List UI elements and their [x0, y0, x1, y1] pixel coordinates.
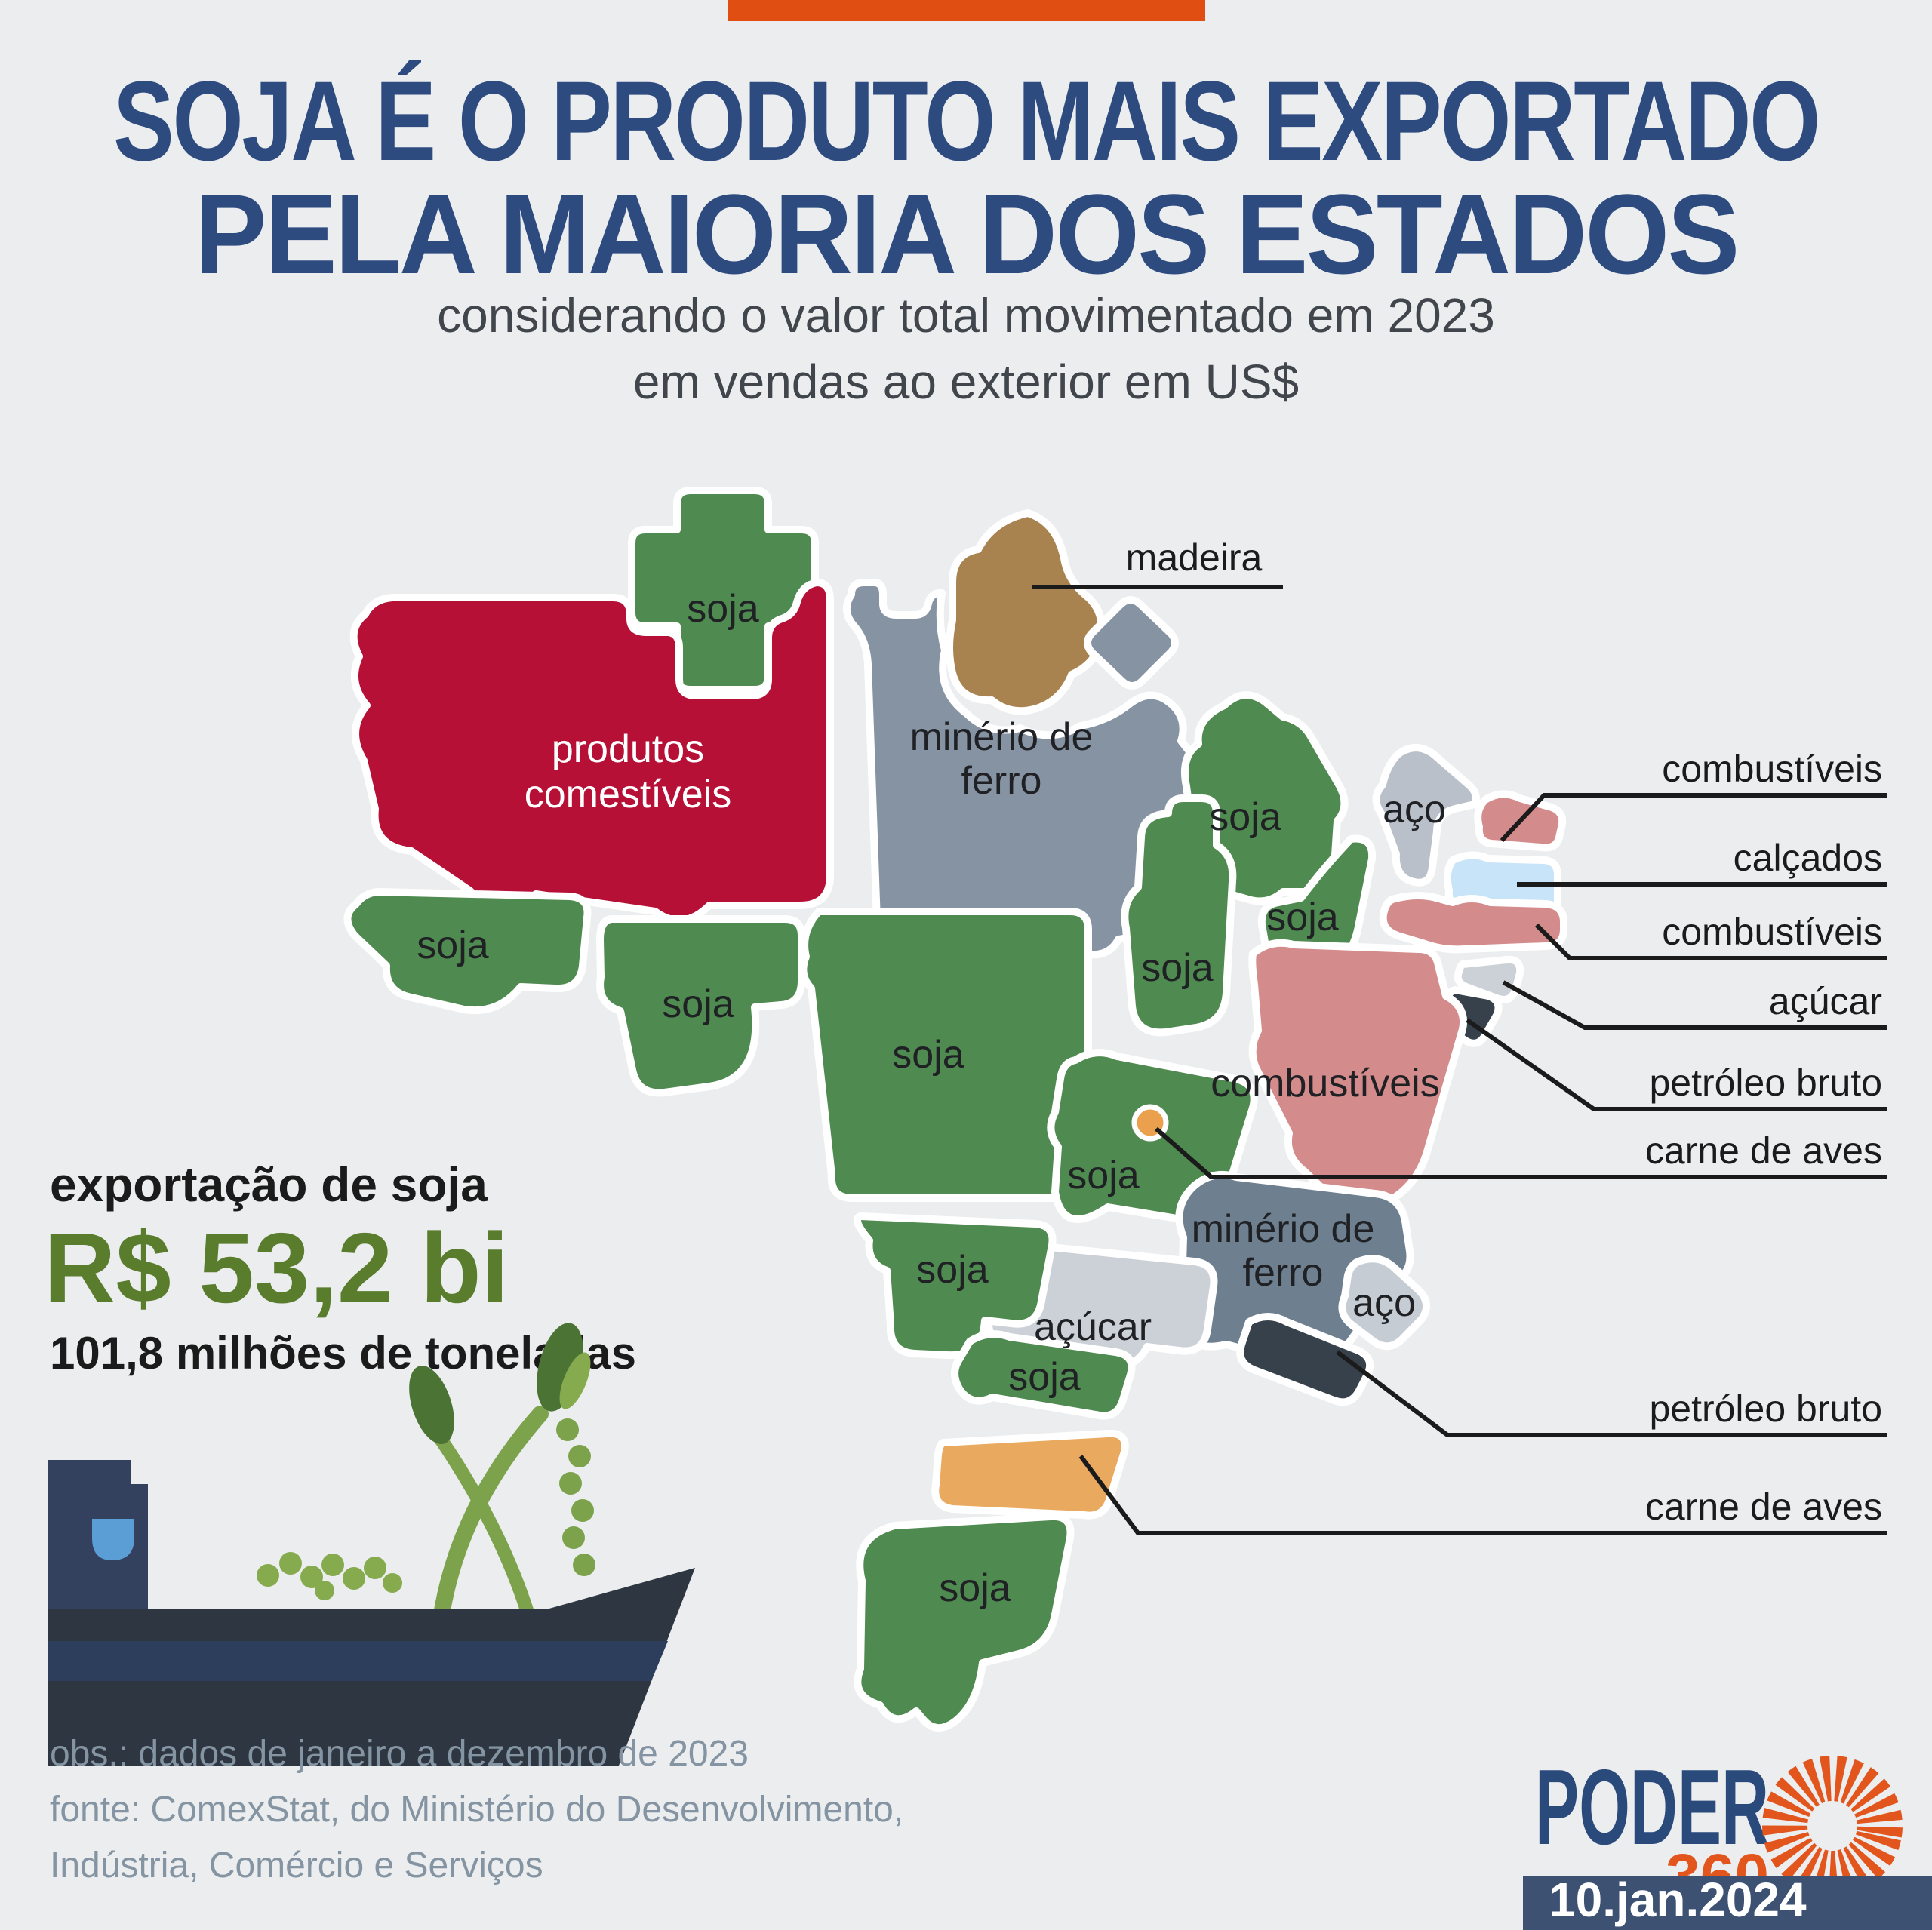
- logo-sunburst-icon: [1762, 1756, 1903, 1896]
- state-para: [843, 579, 1213, 959]
- callout-madeira: madeira: [1126, 536, 1263, 579]
- plant-leaf-right-highlight: [559, 1352, 591, 1409]
- footer-fonte-line1: fonte: ComexStat, do Ministério do Desen…: [50, 1790, 903, 1830]
- state-tocantins: [1121, 794, 1237, 1037]
- state-rio-grande-do-sul: [854, 1512, 1075, 1732]
- page-subtitle-line1: considerando o valor total movimentado e…: [437, 288, 1495, 343]
- label-produtos: produtos: [552, 727, 704, 771]
- page-title-line2: PELA MAIORIA DOS ESTADOS: [195, 171, 1738, 297]
- top-accent-bar: [728, 0, 1205, 21]
- pod: [315, 1581, 334, 1600]
- callout-calcados: calçados: [1734, 837, 1882, 879]
- plant-pod-chain: [556, 1418, 595, 1576]
- callout-carne-df: carne de aves: [1645, 1129, 1882, 1172]
- pod: [300, 1566, 323, 1588]
- state-ceara: [1372, 744, 1480, 887]
- callout-petroleo-se: petróleo bruto: [1649, 1062, 1882, 1104]
- label-soja-mato-grosso-do-sul: soja: [916, 1248, 988, 1292]
- label-soja-parana: soja: [1008, 1355, 1080, 1399]
- leader-carne-df: [1155, 1126, 1887, 1179]
- plant-leaf-left: [409, 1366, 454, 1444]
- label-soja-maranhao: soja: [1209, 795, 1281, 839]
- logo-poder-text: PODER: [1535, 1747, 1769, 1867]
- callout-acucar-al: açúcar: [1769, 980, 1882, 1022]
- callout-labels: madeira combustíveis calçados combustíve…: [1126, 536, 1882, 1528]
- state-parana: [951, 1330, 1136, 1420]
- callout-carne-sc: carne de aves: [1645, 1486, 1882, 1528]
- leader-combustiveis-rn: [1500, 793, 1887, 843]
- date-bar-background: [1523, 1876, 1932, 1930]
- footer: obs.: dados de janeiro a dezembro de 202…: [50, 1734, 903, 1885]
- pod: [568, 1445, 591, 1467]
- state-mato-grosso-do-sul: [854, 1212, 1057, 1360]
- label-minerio-minas-2: ferro: [1243, 1251, 1324, 1295]
- label-soja-acre: soja: [417, 924, 488, 967]
- label-minerio-para-2: ferro: [961, 759, 1042, 803]
- pod: [559, 1472, 582, 1495]
- ship-illustration: [48, 1323, 695, 1766]
- pod: [571, 1499, 594, 1522]
- publication-date: 10.jan.2024: [1549, 1873, 1807, 1927]
- label-comestiveis: comestíveis: [525, 773, 732, 816]
- pod: [257, 1564, 279, 1587]
- label-aco-ceara: aço: [1383, 788, 1446, 831]
- ship-hull-stripe: [48, 1641, 668, 1681]
- state-acre: [343, 888, 592, 1015]
- pod: [383, 1573, 402, 1593]
- pod: [279, 1552, 302, 1575]
- stat-value: R$ 53,2 bi: [44, 1212, 509, 1323]
- plant-pods-deck: [257, 1552, 402, 1600]
- label-soja-piaui: soja: [1266, 896, 1338, 939]
- soy-export-stats: exportação de soja R$ 53,2 bi 101,8 milh…: [44, 1157, 636, 1378]
- plant-stem-left: [433, 1431, 535, 1621]
- callout-combustiveis-pe: combustíveis: [1662, 911, 1882, 953]
- pod: [321, 1554, 344, 1576]
- date-bar: 10.jan.2024: [1523, 1873, 1932, 1930]
- label-soja-roraima: soja: [687, 587, 758, 631]
- callout-combustiveis-rn: combustíveis: [1662, 748, 1882, 790]
- label-acucar-sao-paulo: açúcar: [1034, 1305, 1152, 1349]
- callout-petroleo-rj: petróleo bruto: [1649, 1388, 1882, 1430]
- leader-petroleo-se: [1466, 1018, 1887, 1111]
- state-santa-catarina: [931, 1429, 1129, 1520]
- leader-acucar-al: [1502, 980, 1887, 1030]
- soy-plant: [257, 1323, 595, 1623]
- label-soja-rio-grande-do-sul: soja: [939, 1566, 1011, 1610]
- pod: [573, 1554, 595, 1576]
- ship-cabin-window: [92, 1519, 134, 1560]
- leader-combustiveis-pe: [1534, 923, 1887, 960]
- label-soja-mato-grosso: soja: [892, 1033, 964, 1077]
- state-amazonas: [349, 579, 834, 924]
- label-minerio-minas-1: minério de: [1192, 1207, 1375, 1251]
- label-minerio-para-1: minério de: [910, 715, 1094, 759]
- label-soja-tocantins: soja: [1141, 946, 1213, 990]
- leader-petroleo-rj: [1336, 1350, 1887, 1437]
- callout-leaders: [1032, 585, 1887, 1535]
- label-aco-espirito-santo: aço: [1352, 1281, 1416, 1325]
- page-title-line1: SOJA É O PRODUTO MAIS EXPORTADO: [113, 57, 1819, 184]
- state-pernambuco: [1379, 892, 1567, 954]
- pod: [364, 1557, 386, 1579]
- map-labels: soja produtos comestíveis minério de fer…: [417, 587, 1446, 1610]
- footer-fonte-line2: Indústria, Comércio e Serviços: [50, 1845, 543, 1885]
- state-para-marajo-island: [1084, 596, 1179, 690]
- footer-obs: obs.: dados de janeiro a dezembro de 202…: [50, 1734, 749, 1774]
- pod: [556, 1418, 579, 1441]
- state-rondonia: [596, 915, 805, 1097]
- pod: [343, 1567, 365, 1590]
- leader-carne-sc: [1078, 1455, 1887, 1535]
- state-rio-de-janeiro: [1236, 1313, 1374, 1406]
- plant-stem-right: [433, 1406, 549, 1623]
- stat-label: exportação de soja: [50, 1157, 488, 1212]
- label-combustiveis-bahia: combustíveis: [1211, 1062, 1439, 1105]
- pod: [562, 1526, 585, 1549]
- page-subtitle-line2: em vendas ao exterior em US$: [633, 355, 1299, 409]
- label-soja-rondonia: soja: [662, 982, 734, 1026]
- state-espirito-santo: [1338, 1255, 1430, 1351]
- label-soja-goias: soja: [1067, 1154, 1139, 1197]
